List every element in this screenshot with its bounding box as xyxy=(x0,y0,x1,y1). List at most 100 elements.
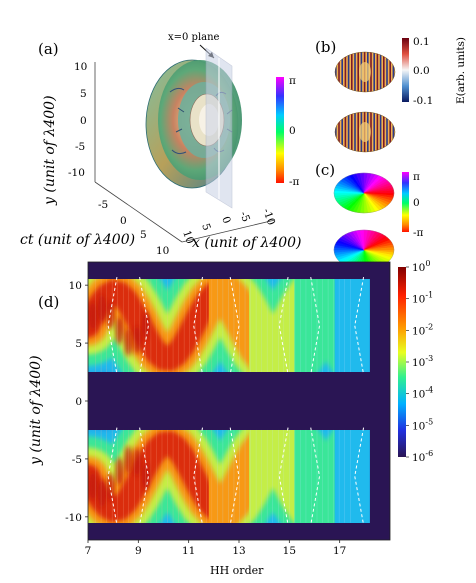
x-axis-label-a: x (unit of λ400) xyxy=(192,235,302,251)
x-ticks-d: 7 9 11 13 15 17 xyxy=(85,540,346,557)
cbar-tick-label: 10-4 xyxy=(412,386,433,401)
ct-axis-line xyxy=(94,181,183,243)
y-axis-label-a: y (unit of λ400) xyxy=(42,95,58,206)
field-stripe xyxy=(389,112,391,152)
field-stripe xyxy=(392,52,395,92)
cbar-tick-label: 10-6 xyxy=(412,449,433,464)
field-stripe xyxy=(386,52,388,92)
field-stripe xyxy=(347,52,350,92)
field-stripe xyxy=(383,52,385,92)
field-stripe xyxy=(357,112,359,152)
cbar-tick: 0.1 xyxy=(413,36,430,48)
tick: 10 xyxy=(74,61,87,73)
field-snapshot-1 xyxy=(335,52,398,92)
plane-annotation: x=0 plane xyxy=(168,32,220,43)
cbar-tick: -0.1 xyxy=(413,95,433,107)
panel-a: (a) x=0 plane 10 5 0 -5 -10 -5 0 5 10 -1… xyxy=(20,32,302,257)
hot-spot xyxy=(106,472,115,501)
tick: 10 xyxy=(180,229,196,246)
field-stripe xyxy=(354,112,356,152)
hot-spot xyxy=(89,302,98,331)
hot-spot xyxy=(106,301,115,330)
intensity-band xyxy=(88,430,209,523)
panel-c: (c) π 0 -π xyxy=(315,161,424,271)
cbar-tick-label: 10-5 xyxy=(412,417,433,432)
panel-d-label: (d) xyxy=(38,293,59,311)
field-stripe xyxy=(379,52,382,92)
tick: 5 xyxy=(80,88,87,100)
field-stripe xyxy=(351,52,353,92)
hot-spot xyxy=(133,447,142,476)
field-stripe xyxy=(351,112,353,152)
field-stripe xyxy=(335,52,337,92)
x-ticks-a: -10 -5 0 5 10 xyxy=(180,207,277,246)
phase-colorbar-a xyxy=(276,77,284,183)
cbar-tick: -π xyxy=(289,176,300,188)
hot-spot xyxy=(141,461,150,490)
y-axis-label-d: y (unit of λ400) xyxy=(28,355,44,466)
field-snapshot-2 xyxy=(335,112,398,152)
tick: 5 xyxy=(140,229,147,241)
intensity-band xyxy=(88,279,209,372)
x-tick-label: 9 xyxy=(135,545,142,557)
x-axis-line xyxy=(181,219,276,243)
cbar-tick: π xyxy=(289,75,296,87)
x-tick-label: 11 xyxy=(182,545,195,557)
x-tick-label: 17 xyxy=(333,545,346,557)
cbar-tick-label: 100 xyxy=(412,259,430,274)
tick: 0 xyxy=(219,215,233,225)
field-stripe xyxy=(357,52,359,92)
tick: 0 xyxy=(80,115,87,127)
panel-b: (b) 0.1 0.0 -0.1 E(arb. units) xyxy=(315,36,467,153)
field-stripe xyxy=(376,52,379,92)
phase-colorbar-c xyxy=(402,172,409,232)
cbar-tick: -π xyxy=(413,227,424,239)
hot-spot xyxy=(124,445,133,474)
ct-ticks: -5 0 5 10 xyxy=(98,199,169,257)
field-stripe xyxy=(335,112,337,152)
cbar-tick: 0.0 xyxy=(413,65,430,77)
field-colorbar xyxy=(402,38,409,102)
cbar-tick-label: 10-2 xyxy=(412,322,433,337)
y-tick-label: 10 xyxy=(69,280,82,292)
cbar-tick-label: 10-1 xyxy=(412,291,433,306)
field-stripe xyxy=(386,112,388,152)
field-stripe xyxy=(347,112,350,152)
tick: -10 xyxy=(260,207,277,227)
hot-spot xyxy=(115,457,124,486)
cbar-tick-label: 10-3 xyxy=(412,354,433,369)
field-stripe xyxy=(344,52,347,92)
tick: -10 xyxy=(68,167,85,179)
field-stripe xyxy=(373,52,375,92)
log-colorbar-ticks: 100 10-1 10-2 10-3 10-4 10-5 10-6 xyxy=(406,259,433,464)
field-stripe xyxy=(354,52,356,92)
y-tick-label: 0 xyxy=(75,396,82,408)
phase-map-1 xyxy=(333,172,395,214)
x-axis-label-d: HH order xyxy=(210,564,264,577)
y-tick-label: 5 xyxy=(75,338,82,350)
field-core xyxy=(359,122,371,142)
ct-axis-label: ct (unit of λ400) xyxy=(20,232,135,248)
field-stripe xyxy=(338,52,340,92)
field-stripe xyxy=(383,112,385,152)
field-stripe xyxy=(376,112,379,152)
cbar-tick: π xyxy=(413,171,420,183)
y-ticks-d: 10 5 0 -5 -10 xyxy=(65,280,88,524)
y-tick-label: -5 xyxy=(72,454,82,466)
field-stripe xyxy=(389,52,391,92)
field-stripe xyxy=(396,52,398,92)
hot-spot xyxy=(89,471,98,500)
y-tick-label: -10 xyxy=(65,512,82,524)
field-colorbar-label: E(arb. units) xyxy=(455,37,467,104)
tick: -5 xyxy=(237,210,252,224)
field-stripe xyxy=(396,112,398,152)
field-stripe xyxy=(344,112,347,152)
field-stripe xyxy=(392,112,395,152)
tick: 10 xyxy=(156,245,169,257)
tick: 5 xyxy=(199,222,213,232)
cbar-tick: 0 xyxy=(413,197,420,209)
harmonic-heatmap xyxy=(88,262,370,540)
field-stripe xyxy=(341,112,343,152)
cbar-tick: 0 xyxy=(289,125,296,137)
